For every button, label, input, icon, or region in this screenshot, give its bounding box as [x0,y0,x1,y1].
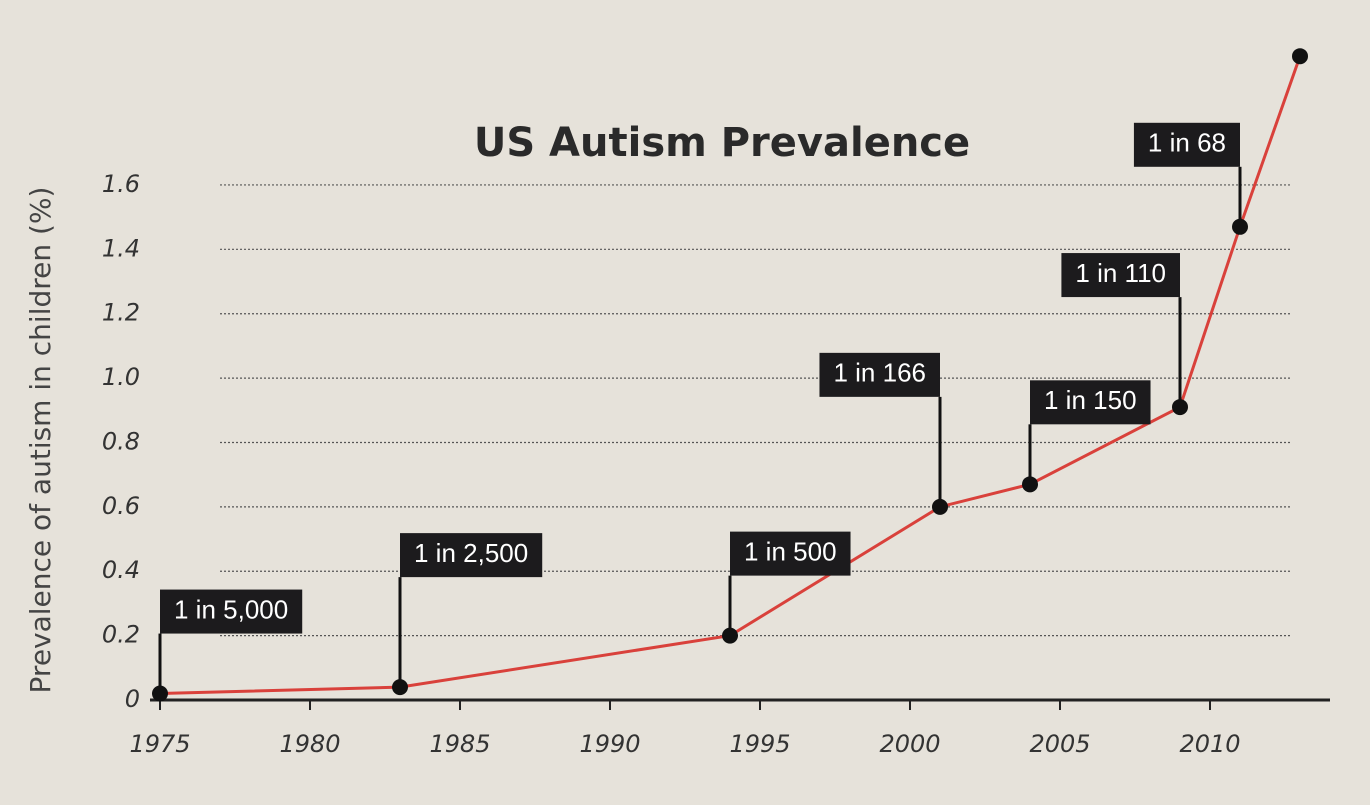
x-tick-label: 2010 [1179,730,1240,758]
y-tick-label: 1.2 [102,299,140,327]
x-tick-label: 1980 [279,730,340,758]
annotation-label: 1 in 150 [1044,385,1137,415]
annotation-label: 1 in 2,500 [414,538,528,568]
y-tick-label: 1.4 [102,234,140,262]
x-tick-label: 1985 [429,730,490,758]
y-tick-label: 1.6 [102,170,140,198]
y-axis-label: Prevalence of autism in children (%) [24,187,57,694]
data-point [1292,48,1308,65]
annotation-label: 1 in 5,000 [174,594,288,624]
x-tick-label: 2000 [879,730,940,758]
x-tick-label: 2005 [1029,730,1090,758]
data-point [152,685,168,702]
annotation-label: 1 in 166 [833,358,926,388]
annotation-box [1133,122,1240,167]
annotation-label: 1 in 110 [1075,258,1166,288]
y-tick-label: 1.0 [102,363,140,391]
annotation-box [160,589,303,634]
data-point [1232,218,1248,235]
annotation-box [1061,253,1180,298]
annotation-box [400,533,543,578]
annotation-box [730,531,851,576]
data-point [722,627,738,644]
annotation-label: 1 in 68 [1148,128,1226,158]
y-tick-label: 0.8 [102,427,140,455]
y-tick-label: 0.6 [102,492,140,520]
annotation-label: 1 in 500 [744,536,837,566]
data-point [1022,476,1038,493]
y-tick-label: 0.4 [102,556,140,584]
annotation-box [1030,380,1151,425]
data-point [932,498,948,515]
y-tick-label: 0 [125,685,140,713]
x-tick-label: 1990 [579,730,640,758]
x-tick-label: 1975 [129,730,190,758]
chart-title: US Autism Prevalence [474,120,970,166]
y-tick-label: 0.2 [102,621,140,649]
data-point [392,679,408,696]
data-point [1172,399,1188,416]
annotation-box [819,352,940,397]
line [159,55,1302,696]
x-tick-label: 1995 [729,730,790,758]
